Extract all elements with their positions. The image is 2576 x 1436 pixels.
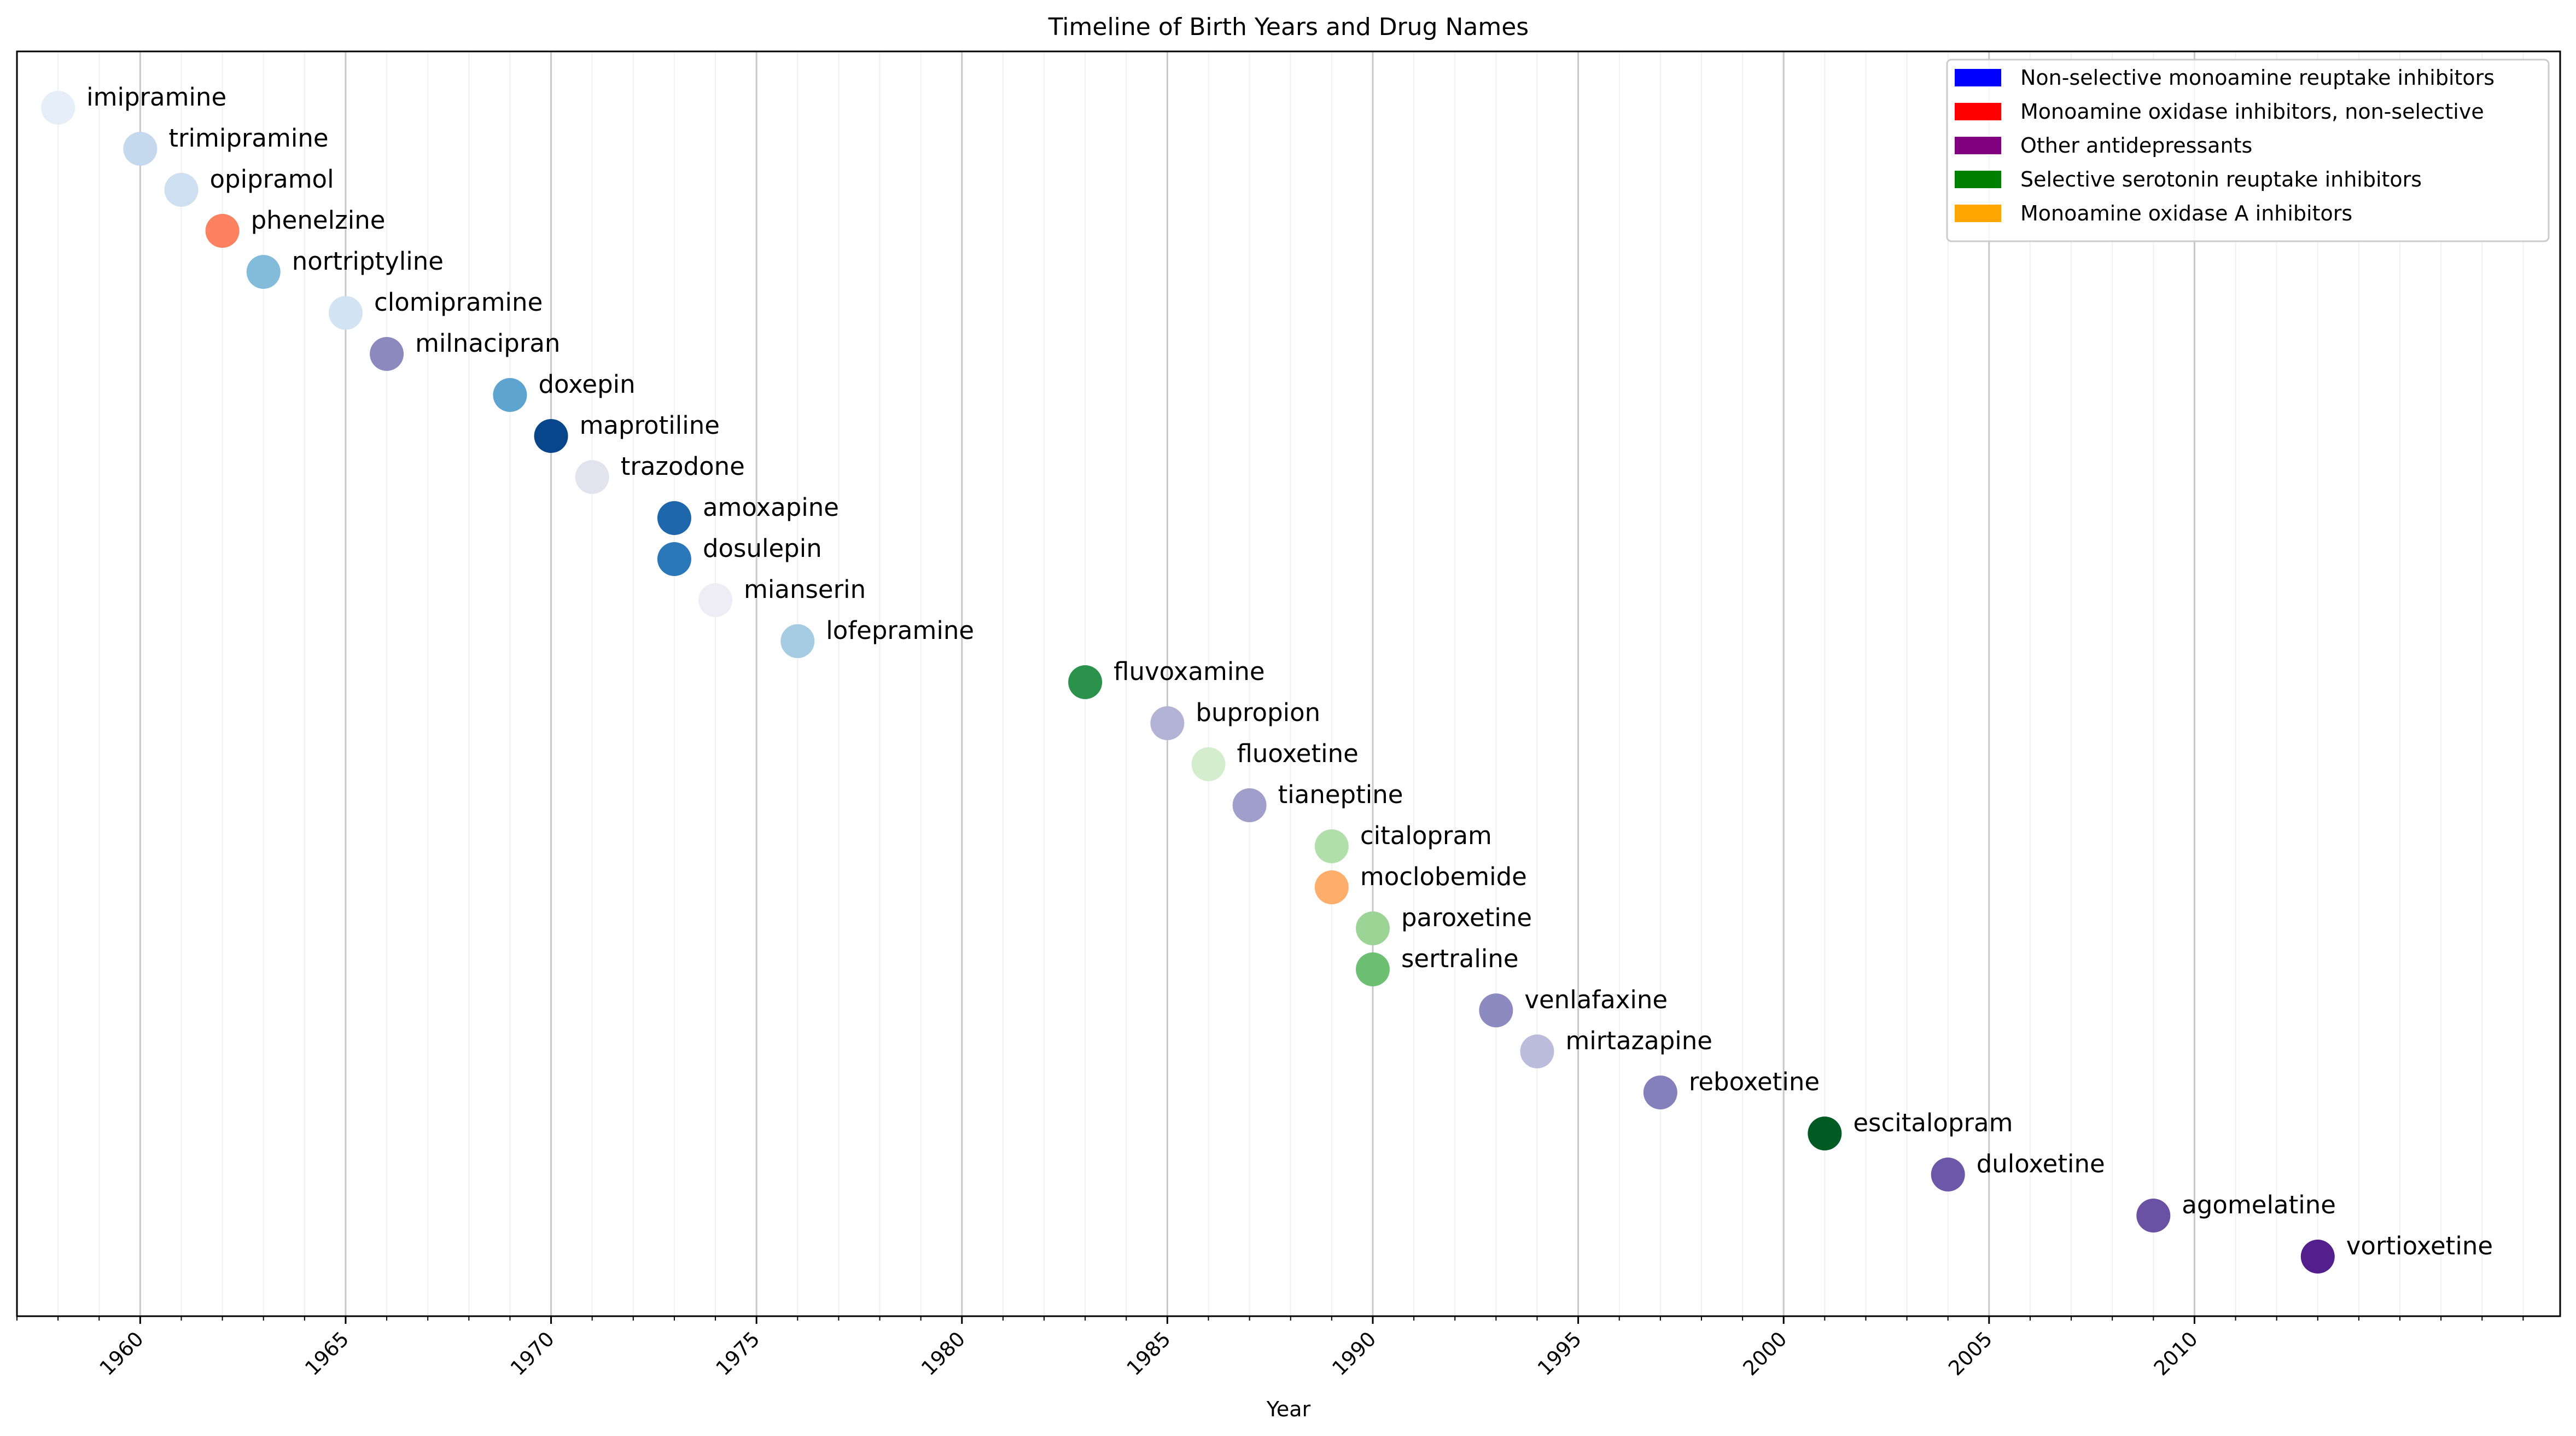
- data-label: maprotiline: [580, 411, 720, 440]
- points-layer: imipramine trimipramine opipramol phenelzin…: [41, 83, 2493, 1274]
- data-label: agomelatine: [2182, 1190, 2336, 1219]
- data-label: escitalopram: [1853, 1108, 2013, 1137]
- data-label: fluvoxamine: [1114, 657, 1264, 686]
- data-point: [205, 214, 240, 248]
- data-point: [370, 337, 404, 371]
- data-point: [1068, 665, 1103, 699]
- data-point: [1479, 993, 1513, 1027]
- data-label: doxepin: [538, 370, 635, 399]
- data-label: mianserin: [744, 575, 866, 604]
- data-label: clomipramine: [374, 288, 543, 317]
- data-point: [1520, 1034, 1554, 1068]
- legend: Non-selective monoamine reuptake inhibit…: [1946, 59, 2550, 242]
- data-point: [1643, 1075, 1677, 1109]
- data-label: amoxapine: [703, 493, 839, 522]
- data-point: [2300, 1240, 2335, 1274]
- data-label: sertraline: [1401, 944, 1519, 973]
- legend-box: [1946, 59, 2550, 242]
- legend-swatch: [1955, 137, 2001, 154]
- data-point: [1150, 706, 1185, 740]
- data-point: [328, 296, 363, 330]
- legend-swatch: [1955, 69, 2001, 86]
- data-point: [534, 419, 568, 453]
- legend-swatch: [1955, 205, 2001, 222]
- data-label: tianeptine: [1278, 780, 1403, 809]
- data-point: [41, 91, 75, 125]
- data-point: [1191, 747, 1226, 781]
- plot-frame: [16, 50, 2561, 1317]
- legend-label: Monoamine oxidase inhibitors, non-select…: [2020, 100, 2484, 124]
- data-label: lofepramine: [826, 616, 974, 645]
- data-label: reboxetine: [1689, 1067, 1820, 1096]
- data-label: dosulepin: [703, 534, 822, 563]
- data-point: [780, 624, 815, 658]
- data-label: nortriptyline: [292, 247, 444, 276]
- data-point: [575, 460, 609, 494]
- data-label: bupropion: [1196, 698, 1320, 727]
- data-point: [123, 132, 158, 166]
- data-label: fluoxetine: [1237, 739, 1359, 768]
- data-point: [1931, 1158, 1965, 1191]
- data-label: venlafaxine: [1524, 985, 1668, 1014]
- data-point: [657, 542, 691, 576]
- data-point: [1355, 911, 1390, 945]
- data-point: [1808, 1117, 1842, 1150]
- x-axis-label: Year: [1266, 1397, 1311, 1421]
- data-label: milnacipran: [415, 329, 560, 358]
- data-point: [2136, 1199, 2171, 1232]
- data-label: paroxetine: [1401, 903, 1532, 932]
- chart-title: Timeline of Birth Years and Drug Names: [1048, 13, 1529, 41]
- data-point: [1355, 952, 1390, 986]
- data-point: [1232, 788, 1267, 822]
- legend-label: Non-selective monoamine reuptake inhibit…: [2020, 66, 2495, 90]
- data-label: moclobemide: [1360, 862, 1527, 891]
- legend-label: Other antidepressants: [2020, 133, 2252, 158]
- data-label: trimipramine: [168, 124, 328, 153]
- data-point: [1314, 829, 1349, 863]
- data-point: [698, 583, 733, 617]
- data-label: citalopram: [1360, 821, 1492, 850]
- data-label: imipramine: [86, 83, 226, 112]
- data-label: phenelzine: [251, 206, 386, 235]
- data-label: trazodone: [621, 452, 745, 481]
- legend-swatch: [1955, 171, 2001, 188]
- data-point: [164, 173, 199, 207]
- grid-layer: [16, 51, 2524, 1316]
- data-point: [246, 255, 281, 289]
- data-label: mirtazapine: [1565, 1026, 1712, 1055]
- data-label: duloxetine: [1977, 1149, 2105, 1178]
- data-point: [657, 501, 691, 535]
- legend-label: Monoamine oxidase A inhibitors: [2020, 201, 2352, 225]
- legend-label: Selective serotonin reuptake inhibitors: [2020, 167, 2422, 191]
- data-label: vortioxetine: [2346, 1231, 2493, 1260]
- data-point: [493, 378, 527, 412]
- data-label: opipramol: [209, 165, 334, 194]
- data-point: [1314, 870, 1349, 904]
- legend-swatch: [1955, 103, 2001, 120]
